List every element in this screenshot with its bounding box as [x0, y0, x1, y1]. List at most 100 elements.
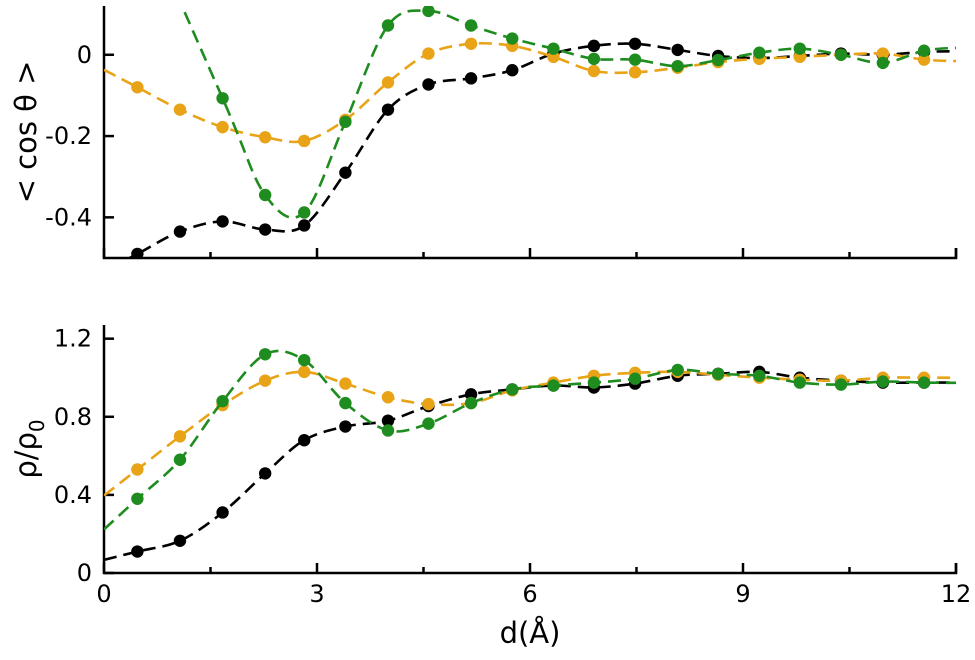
- data-point: [587, 376, 601, 389]
- data-point: [173, 225, 187, 238]
- data-point: [422, 6, 435, 18]
- y-tick-label: -0.2: [45, 122, 92, 150]
- cos-theta-panel: 0 -0.2 -0.4< cos θ >: [9, 6, 958, 260]
- y-tick-label: -0.4: [45, 203, 92, 231]
- data-point: [298, 134, 311, 148]
- data-point: [258, 374, 272, 387]
- data-point: [671, 59, 684, 73]
- data-point: [131, 492, 144, 505]
- data-point: [793, 42, 806, 55]
- data-point: [173, 430, 187, 443]
- data-point: [711, 367, 725, 381]
- data-point: [339, 396, 352, 410]
- data-point: [876, 56, 890, 70]
- data-point: [464, 19, 478, 32]
- data-point: [876, 47, 890, 60]
- x-axis-title: d(Å): [500, 616, 561, 650]
- data-point: [876, 375, 890, 388]
- series-line: [104, 41, 956, 144]
- data-point: [587, 64, 601, 78]
- data-point: [464, 396, 478, 410]
- data-point: [628, 53, 642, 66]
- x-tick-label: 9: [735, 580, 750, 608]
- data-point: [339, 166, 352, 179]
- y-tick-label: 0: [77, 41, 92, 69]
- data-point: [547, 379, 560, 392]
- series-line: [104, 349, 956, 531]
- data-point: [422, 417, 435, 430]
- data-point: [711, 53, 725, 67]
- data-point: [131, 81, 144, 94]
- data-point: [422, 47, 435, 60]
- data-point: [628, 37, 642, 50]
- data-point: [131, 247, 144, 258]
- series-line: [180, 6, 956, 219]
- data-point: [173, 453, 187, 466]
- data-point: [422, 397, 435, 411]
- x-tick-label: 3: [309, 580, 324, 608]
- data-point: [628, 372, 642, 385]
- data-point: [298, 219, 311, 232]
- data-point: [506, 32, 519, 45]
- data-point: [216, 120, 229, 134]
- data-point: [917, 376, 931, 389]
- data-point: [339, 420, 352, 433]
- data-point: [381, 103, 395, 116]
- series-line: [126, 42, 956, 258]
- data-point: [793, 376, 806, 389]
- data-point: [917, 44, 931, 57]
- data-point: [381, 19, 395, 32]
- data-point: [298, 206, 311, 219]
- data-point: [464, 72, 478, 85]
- data-point: [298, 353, 311, 367]
- y-tick-label: 0.8: [54, 403, 92, 431]
- data-point: [381, 414, 395, 427]
- x-tick-label: 12: [941, 580, 972, 608]
- data-point: [216, 394, 229, 408]
- data-point: [587, 52, 601, 66]
- data-point: [834, 378, 848, 391]
- density-panel: 0 3 6 9 12 0 0.4 0.8 1.2 ρ/ρ0 d(Å): [9, 325, 971, 650]
- data-point: [173, 534, 187, 547]
- y-tick-label: 0.4: [54, 481, 92, 509]
- y-axis-title: ρ/ρ0: [9, 419, 49, 478]
- y-tick-label: 0: [77, 559, 92, 587]
- data-point: [258, 188, 272, 202]
- data-point: [216, 92, 229, 105]
- plot-area: [104, 6, 956, 258]
- x-tick-label: 6: [522, 580, 537, 608]
- data-point: [547, 42, 560, 55]
- data-point: [258, 223, 272, 236]
- data-point: [671, 43, 684, 57]
- data-point: [258, 131, 272, 144]
- data-point: [381, 424, 395, 437]
- data-point: [506, 383, 519, 396]
- data-point: [339, 377, 352, 390]
- data-point: [298, 434, 311, 447]
- y-tick-label: 1.2: [54, 325, 92, 353]
- data-point: [173, 103, 187, 116]
- data-point: [671, 363, 684, 377]
- axis-spines: [102, 325, 958, 575]
- data-point: [464, 388, 478, 401]
- data-point: [381, 76, 395, 89]
- data-point: [216, 215, 229, 228]
- data-point: [753, 369, 766, 382]
- data-point: [258, 467, 272, 480]
- series-line: [104, 370, 956, 497]
- plot-area: [104, 348, 956, 562]
- data-point: [628, 66, 642, 79]
- data-point: [506, 64, 519, 77]
- data-point: [298, 365, 311, 379]
- data-point: [258, 348, 272, 361]
- data-point: [216, 506, 229, 519]
- data-point: [381, 391, 395, 404]
- data-point: [753, 46, 766, 59]
- series-line: [104, 370, 956, 562]
- data-point: [131, 545, 144, 558]
- x-tick-label: 0: [96, 580, 111, 608]
- data-point: [917, 53, 931, 66]
- data-point: [464, 37, 478, 50]
- data-point: [587, 39, 601, 53]
- data-point: [339, 115, 352, 129]
